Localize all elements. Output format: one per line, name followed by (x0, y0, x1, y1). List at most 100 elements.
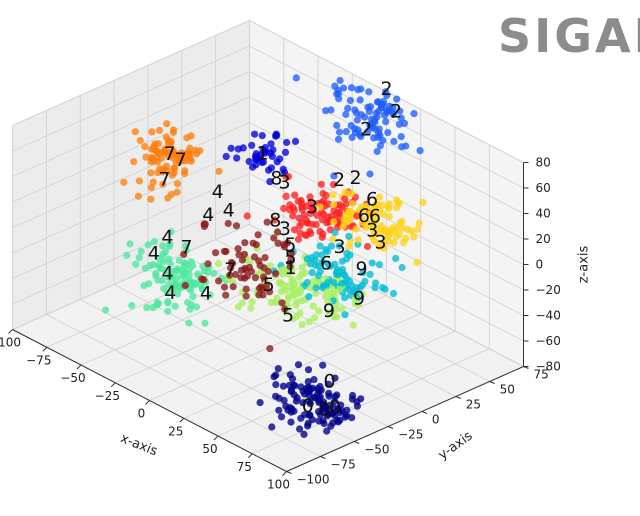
grid-line (46, 314, 321, 457)
y-tick-mark (387, 426, 394, 429)
grid-line (12, 122, 250, 228)
data-point (267, 140, 275, 148)
data-point (272, 371, 280, 379)
data-point (330, 218, 338, 226)
cluster-label: 6 (366, 189, 378, 211)
data-point (157, 264, 165, 272)
data-point (325, 389, 333, 397)
data-point (390, 137, 398, 145)
data-point (280, 396, 288, 404)
data-point (298, 203, 306, 211)
data-point (340, 215, 348, 224)
cluster-label: 7 (164, 143, 176, 165)
grid-line (80, 259, 319, 366)
data-point (229, 283, 237, 291)
data-point (358, 281, 366, 290)
data-point (281, 148, 290, 156)
data-point (149, 178, 157, 186)
data-point (400, 239, 408, 247)
data-point (170, 169, 178, 177)
y-tick-label: −50 (364, 443, 389, 457)
data-point (419, 198, 427, 206)
data-point (274, 228, 282, 236)
data-point (145, 280, 153, 288)
data-point (376, 243, 384, 251)
data-point (136, 136, 144, 145)
data-point (220, 283, 229, 291)
data-point (323, 427, 331, 435)
data-point (346, 96, 354, 105)
data-point (348, 395, 356, 403)
data-point (413, 258, 421, 267)
y-tick-label: −100 (297, 473, 330, 487)
data-point (339, 84, 348, 92)
data-point (166, 240, 174, 248)
data-point (163, 120, 171, 128)
data-point (341, 195, 349, 203)
data-point (272, 130, 280, 138)
data-point (277, 413, 286, 421)
data-point (385, 204, 393, 212)
cluster-label: 7 (158, 169, 170, 191)
data-point (309, 302, 317, 310)
data-point (334, 418, 342, 426)
data-point (287, 418, 295, 426)
x-tick-mark (145, 400, 150, 405)
data-point (379, 210, 387, 218)
z-tick-label: −60 (536, 334, 561, 348)
data-point (241, 239, 249, 247)
data-point (322, 245, 330, 254)
data-point (415, 219, 423, 227)
data-point (364, 128, 372, 136)
data-point (159, 148, 167, 156)
data-point (235, 251, 243, 259)
data-point (352, 109, 361, 117)
data-point (255, 284, 264, 292)
data-point (354, 236, 362, 244)
data-point (375, 193, 383, 201)
data-point (183, 134, 191, 142)
data-point (385, 212, 393, 221)
data-point (264, 267, 272, 276)
cluster-label: 9 (355, 258, 367, 280)
data-point (287, 255, 295, 263)
data-point (169, 267, 177, 275)
y-tick-mark (354, 441, 360, 444)
data-point (330, 200, 338, 209)
data-point (338, 257, 346, 265)
data-point (175, 283, 183, 291)
data-point (310, 277, 318, 285)
z-tick-label: 60 (536, 181, 551, 195)
data-point (363, 242, 372, 251)
data-point (293, 298, 301, 306)
cluster-label: 4 (161, 227, 173, 249)
data-point (214, 260, 222, 268)
data-point (284, 173, 292, 181)
data-point (382, 235, 390, 243)
data-point (289, 381, 298, 389)
grid-line (249, 224, 524, 367)
data-point (389, 110, 398, 118)
x-tick-label: −50 (60, 371, 85, 385)
z-tick-label: −20 (536, 283, 561, 297)
data-point (278, 299, 286, 307)
data-point (277, 279, 285, 287)
data-point (272, 270, 280, 278)
data-point (305, 397, 313, 405)
cluster-label: 4 (200, 283, 212, 305)
cluster-label: 4 (212, 181, 224, 203)
data-point (357, 395, 365, 403)
data-point (241, 274, 249, 282)
data-point (175, 256, 183, 264)
data-point (306, 284, 314, 292)
data-point (290, 206, 298, 214)
data-point (162, 133, 170, 141)
data-point (267, 164, 276, 172)
data-point (169, 154, 177, 162)
grid-line (12, 147, 250, 254)
cluster-label: 2 (333, 169, 345, 191)
data-point (263, 282, 271, 290)
data-point (322, 191, 330, 199)
cluster-label: 8 (270, 167, 282, 189)
x-tick-mark (76, 364, 82, 370)
